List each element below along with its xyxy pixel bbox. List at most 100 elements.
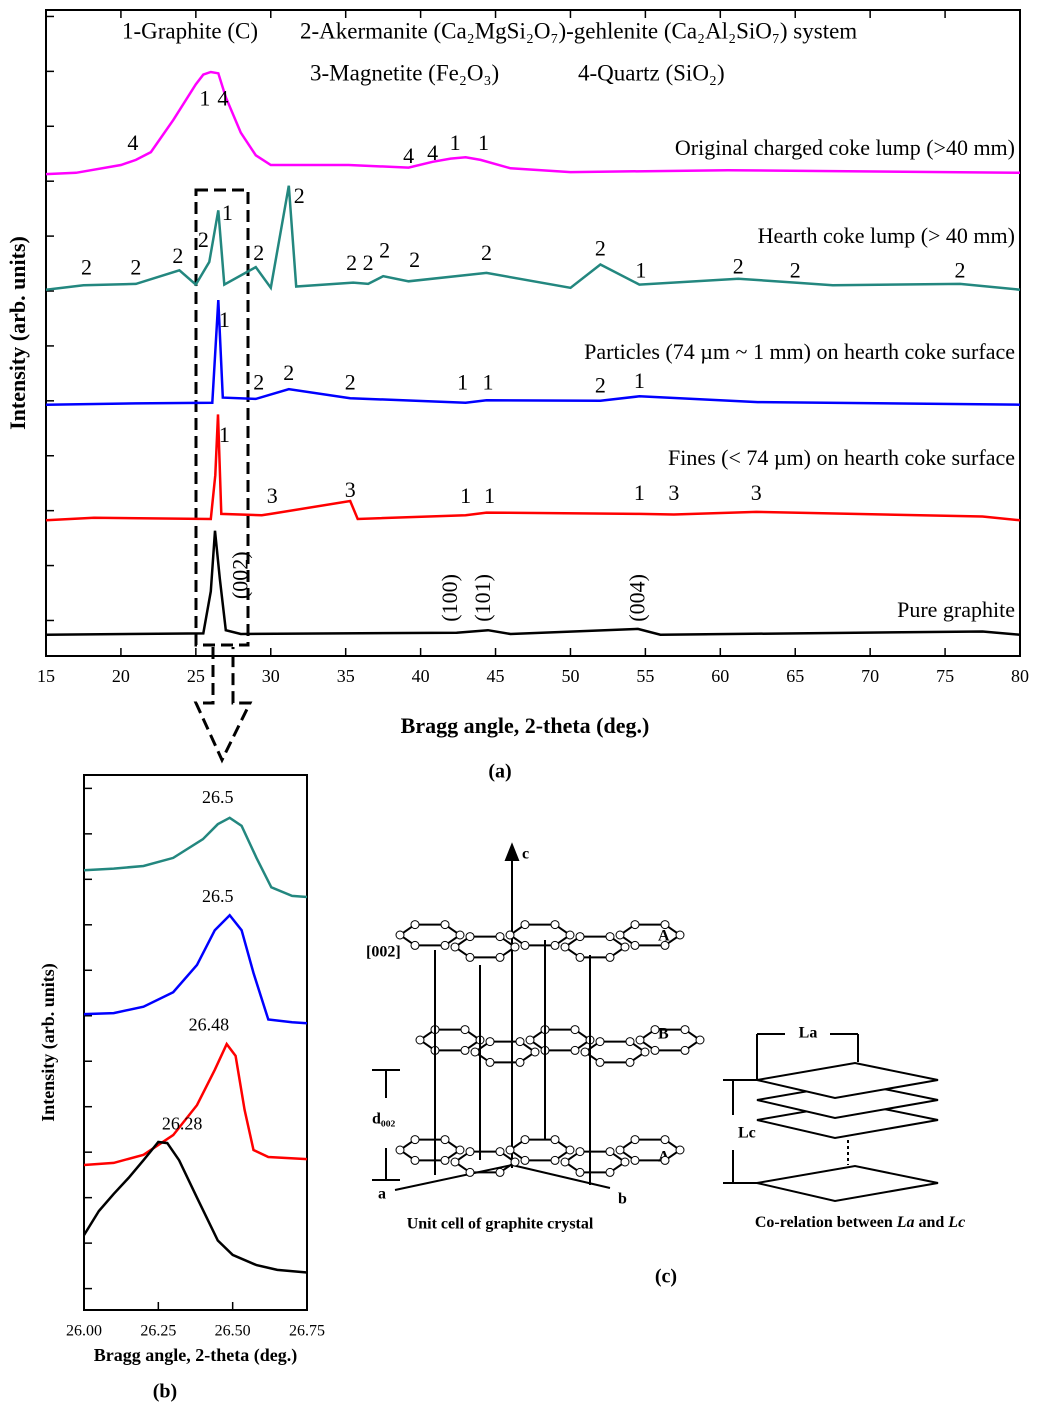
- atom: [605, 952, 615, 962]
- atom: [635, 1035, 645, 1045]
- peak-label: 26.28: [162, 1114, 203, 1134]
- atom: [660, 920, 670, 930]
- peak-label: 2: [253, 370, 264, 395]
- atom: [575, 1147, 585, 1157]
- atom: [650, 1045, 660, 1055]
- x-tick-label: 40: [412, 666, 430, 686]
- atom: [605, 932, 615, 942]
- hexagon: [618, 923, 682, 947]
- series-label: Particles (74 µm ~ 1 mm) on hearth coke …: [584, 339, 1015, 364]
- peak-label: 2: [481, 240, 492, 265]
- peak-label: 2: [790, 257, 801, 282]
- peak-label: 1: [634, 480, 645, 505]
- atom: [485, 1037, 495, 1047]
- atom: [495, 1147, 505, 1157]
- atom: [660, 1135, 670, 1145]
- data-line: [83, 1041, 308, 1167]
- atom: [675, 1145, 685, 1155]
- hexagon: [618, 1138, 682, 1162]
- x-tick-label: 65: [786, 666, 804, 686]
- atom: [570, 1025, 580, 1035]
- atom: [495, 952, 505, 962]
- atom: [495, 1167, 505, 1177]
- peak-label: 2: [283, 360, 294, 385]
- atom: [465, 932, 475, 942]
- hexagon: [583, 1040, 647, 1064]
- caption-part: Co-relation between: [755, 1214, 897, 1231]
- peak-label: 2: [294, 183, 305, 208]
- atom: [575, 1167, 585, 1177]
- arrow-head: [504, 842, 520, 861]
- atom: [460, 1045, 470, 1055]
- atom: [510, 942, 520, 952]
- hexagon: [453, 935, 517, 959]
- atom: [575, 932, 585, 942]
- x-tick-label: 20: [112, 666, 130, 686]
- panel-label: (b): [153, 1381, 177, 1403]
- atom: [560, 942, 570, 952]
- peak-label: 4: [127, 130, 138, 155]
- x-tick-label: 26.25: [140, 1323, 176, 1340]
- data-line: [45, 414, 1021, 522]
- x-tick-label: 15: [37, 666, 55, 686]
- peak-label: 1: [222, 200, 233, 225]
- data-line: [45, 300, 1021, 406]
- atom: [520, 1135, 530, 1145]
- hexagon: [638, 1028, 702, 1052]
- atom: [530, 1047, 540, 1057]
- y-axis-label: Intensity (arb. units): [38, 963, 59, 1122]
- atom: [630, 1155, 640, 1165]
- atom: [460, 1025, 470, 1035]
- atom: [660, 940, 670, 950]
- caption: Unit cell of graphite crystal: [407, 1216, 594, 1233]
- atom: [675, 930, 685, 940]
- header-note: 4-Quartz (SiO₂): [578, 60, 725, 85]
- layer-sheet: [756, 1164, 939, 1203]
- caption-part: and: [915, 1214, 949, 1231]
- x-axis-label: Bragg angle, 2-theta (deg.): [94, 1345, 297, 1366]
- peak-label: 3: [345, 477, 356, 502]
- series-label: Original charged coke lump (>40 mm): [675, 135, 1015, 160]
- atom: [595, 1057, 605, 1067]
- atom: [485, 1057, 495, 1067]
- x-tick-label: 26.00: [66, 1323, 102, 1340]
- peak-label: 2: [198, 227, 209, 252]
- x-tick-label: 55: [636, 666, 654, 686]
- atom: [505, 930, 515, 940]
- atom: [550, 920, 560, 930]
- atom: [560, 1157, 570, 1167]
- atom: [550, 940, 560, 950]
- hexagon: [418, 1028, 482, 1052]
- peak-label: 1: [450, 130, 461, 155]
- data-line: [82, 1140, 308, 1274]
- panel-label: (c): [655, 1266, 677, 1288]
- x-tick-label: 25: [187, 666, 205, 686]
- atom: [515, 1037, 525, 1047]
- peak-label: 26.48: [189, 1015, 230, 1035]
- peak-label: 1: [634, 368, 645, 393]
- atom: [520, 940, 530, 950]
- layer-label: A: [658, 928, 670, 945]
- atom: [410, 920, 420, 930]
- header-note: 1-Graphite (C): [122, 18, 258, 43]
- atom: [630, 940, 640, 950]
- peak-label: 4: [403, 143, 414, 168]
- atom: [620, 1157, 630, 1167]
- atom: [520, 1155, 530, 1165]
- x-tick-label: 75: [936, 666, 954, 686]
- atom: [455, 1145, 465, 1155]
- peak-label: 1: [483, 370, 494, 395]
- atom: [525, 1035, 535, 1045]
- atom: [550, 1155, 560, 1165]
- peak-label: 2: [955, 257, 966, 282]
- zoom-arrow: [193, 647, 253, 764]
- atom: [625, 1037, 635, 1047]
- atom: [520, 920, 530, 930]
- x-tick-label: 26.75: [289, 1323, 325, 1340]
- atom: [515, 1057, 525, 1067]
- graphite-diagram: c [002] A B A d₀₀₂ a b Unit cell of grap…: [366, 842, 965, 1288]
- atom: [575, 952, 585, 962]
- peak-label: 2: [253, 240, 264, 265]
